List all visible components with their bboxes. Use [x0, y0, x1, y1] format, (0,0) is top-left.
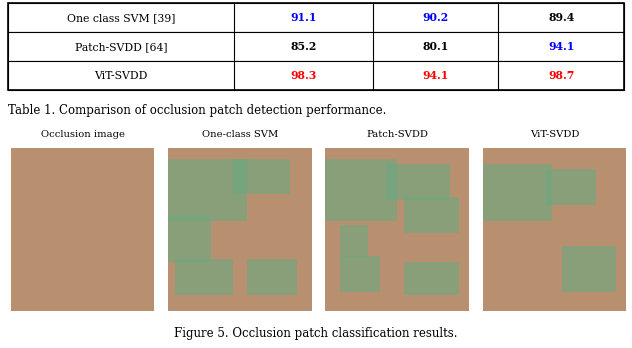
- Text: Figure 5. Occlusion patch classification results.: Figure 5. Occlusion patch classification…: [174, 327, 458, 340]
- Text: 91.1: 91.1: [290, 12, 317, 23]
- Text: One class SVM [39]: One class SVM [39]: [67, 13, 175, 23]
- Bar: [483, 148, 626, 311]
- Bar: [168, 159, 247, 221]
- Bar: [233, 159, 290, 193]
- Text: 94.1: 94.1: [548, 41, 574, 52]
- Bar: [562, 246, 616, 292]
- Bar: [11, 148, 154, 311]
- Text: ViT-SVDD: ViT-SVDD: [94, 71, 148, 81]
- Text: Patch-SVDD: Patch-SVDD: [366, 130, 428, 139]
- Bar: [340, 256, 380, 292]
- Bar: [546, 169, 596, 205]
- Bar: [175, 259, 233, 295]
- Bar: [340, 224, 368, 257]
- Bar: [8, 3, 624, 32]
- Text: 89.4: 89.4: [549, 12, 574, 23]
- Bar: [168, 148, 312, 311]
- Bar: [404, 262, 459, 295]
- Bar: [8, 3, 624, 90]
- Bar: [247, 259, 297, 295]
- Text: Patch-SVDD [64]: Patch-SVDD [64]: [75, 42, 167, 52]
- Bar: [325, 148, 469, 311]
- Text: 90.2: 90.2: [422, 12, 449, 23]
- Bar: [386, 164, 450, 200]
- Text: Occlusion image: Occlusion image: [40, 130, 125, 139]
- Text: 98.3: 98.3: [290, 70, 317, 81]
- Text: Table 1. Comparison of occlusion patch detection performance.: Table 1. Comparison of occlusion patch d…: [8, 104, 386, 117]
- Text: 80.1: 80.1: [422, 41, 449, 52]
- Text: One-class SVM: One-class SVM: [202, 130, 278, 139]
- Text: ViT-SVDD: ViT-SVDD: [530, 130, 579, 139]
- Bar: [404, 197, 459, 233]
- Bar: [325, 159, 397, 221]
- Text: 94.1: 94.1: [422, 70, 449, 81]
- Text: 98.7: 98.7: [548, 70, 574, 81]
- Text: 85.2: 85.2: [290, 41, 317, 52]
- Bar: [8, 61, 624, 90]
- Bar: [168, 216, 211, 262]
- Bar: [483, 164, 552, 221]
- Bar: [8, 32, 624, 61]
